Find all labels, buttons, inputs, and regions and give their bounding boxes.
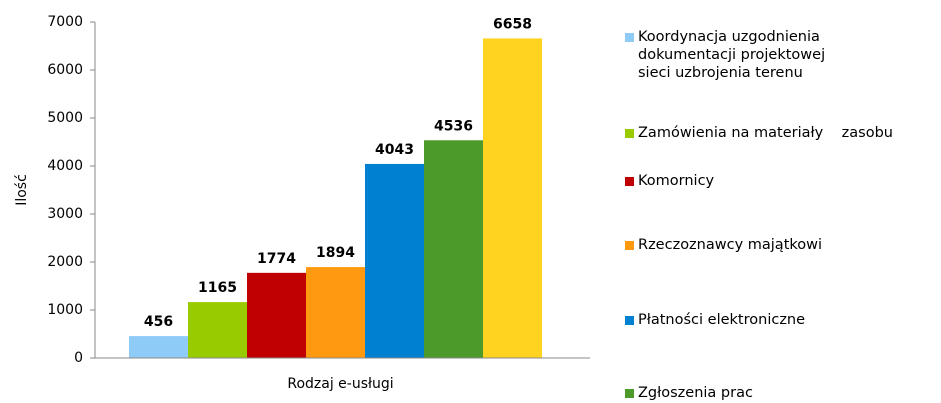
- y-tick-label: 1000: [47, 302, 83, 318]
- data-label: 1894: [316, 245, 355, 261]
- bar: [306, 267, 365, 358]
- legend-label: Płatności elektroniczne: [638, 312, 806, 328]
- legend-item: Koordynacja uzgodnienia dokumentacji pro…: [625, 28, 925, 82]
- bar: [365, 163, 424, 358]
- data-label: 1774: [257, 251, 296, 267]
- y-axis-label: Ilość: [14, 174, 30, 206]
- bar: [424, 140, 483, 358]
- bar: [188, 302, 247, 358]
- y-tick-label: 2000: [47, 254, 83, 270]
- legend-swatch: [625, 177, 634, 186]
- legend-swatch: [625, 129, 634, 138]
- legend-item: Komornicy: [625, 172, 925, 190]
- legend-swatch: [625, 241, 634, 250]
- data-label: 4043: [375, 142, 414, 158]
- y-tick-label: 4000: [47, 158, 83, 174]
- bar: [247, 272, 306, 358]
- legend-label: Koordynacja uzgodnienia dokumentacji pro…: [638, 29, 830, 81]
- legend-item: Zamówienia na materiały zasobu: [625, 124, 925, 142]
- bar: [129, 336, 188, 358]
- data-label: 4536: [434, 118, 473, 134]
- legend-label: Komornicy: [638, 173, 715, 189]
- bar: [483, 38, 542, 358]
- data-label: 456: [144, 314, 173, 330]
- y-tick-label: 7000: [47, 14, 83, 30]
- legend-item: Zgłoszenia prac geodezyjnych: [625, 384, 925, 403]
- legend-item: Rzeczoznawcy majątkowi: [625, 236, 925, 254]
- legend-swatch: [625, 389, 634, 398]
- y-tick-label: 6000: [47, 62, 83, 78]
- legend-item: Płatności elektroniczne: [625, 311, 925, 329]
- data-label: 6658: [493, 16, 532, 32]
- legend-swatch: [625, 316, 634, 325]
- y-tick-label: 0: [74, 350, 83, 366]
- legend-label: Rzeczoznawcy majątkowi: [638, 237, 823, 253]
- legend-label: Zamówienia na materiały zasobu: [638, 125, 893, 141]
- legend-swatch: [625, 33, 634, 42]
- x-tick-label: Rodzaj e-usługi: [287, 376, 393, 392]
- legend-label: Zgłoszenia prac geodezyjnych: [638, 385, 753, 401]
- y-tick-label: 5000: [47, 110, 83, 126]
- y-tick-label: 3000: [47, 206, 83, 222]
- data-label: 1165: [198, 280, 237, 296]
